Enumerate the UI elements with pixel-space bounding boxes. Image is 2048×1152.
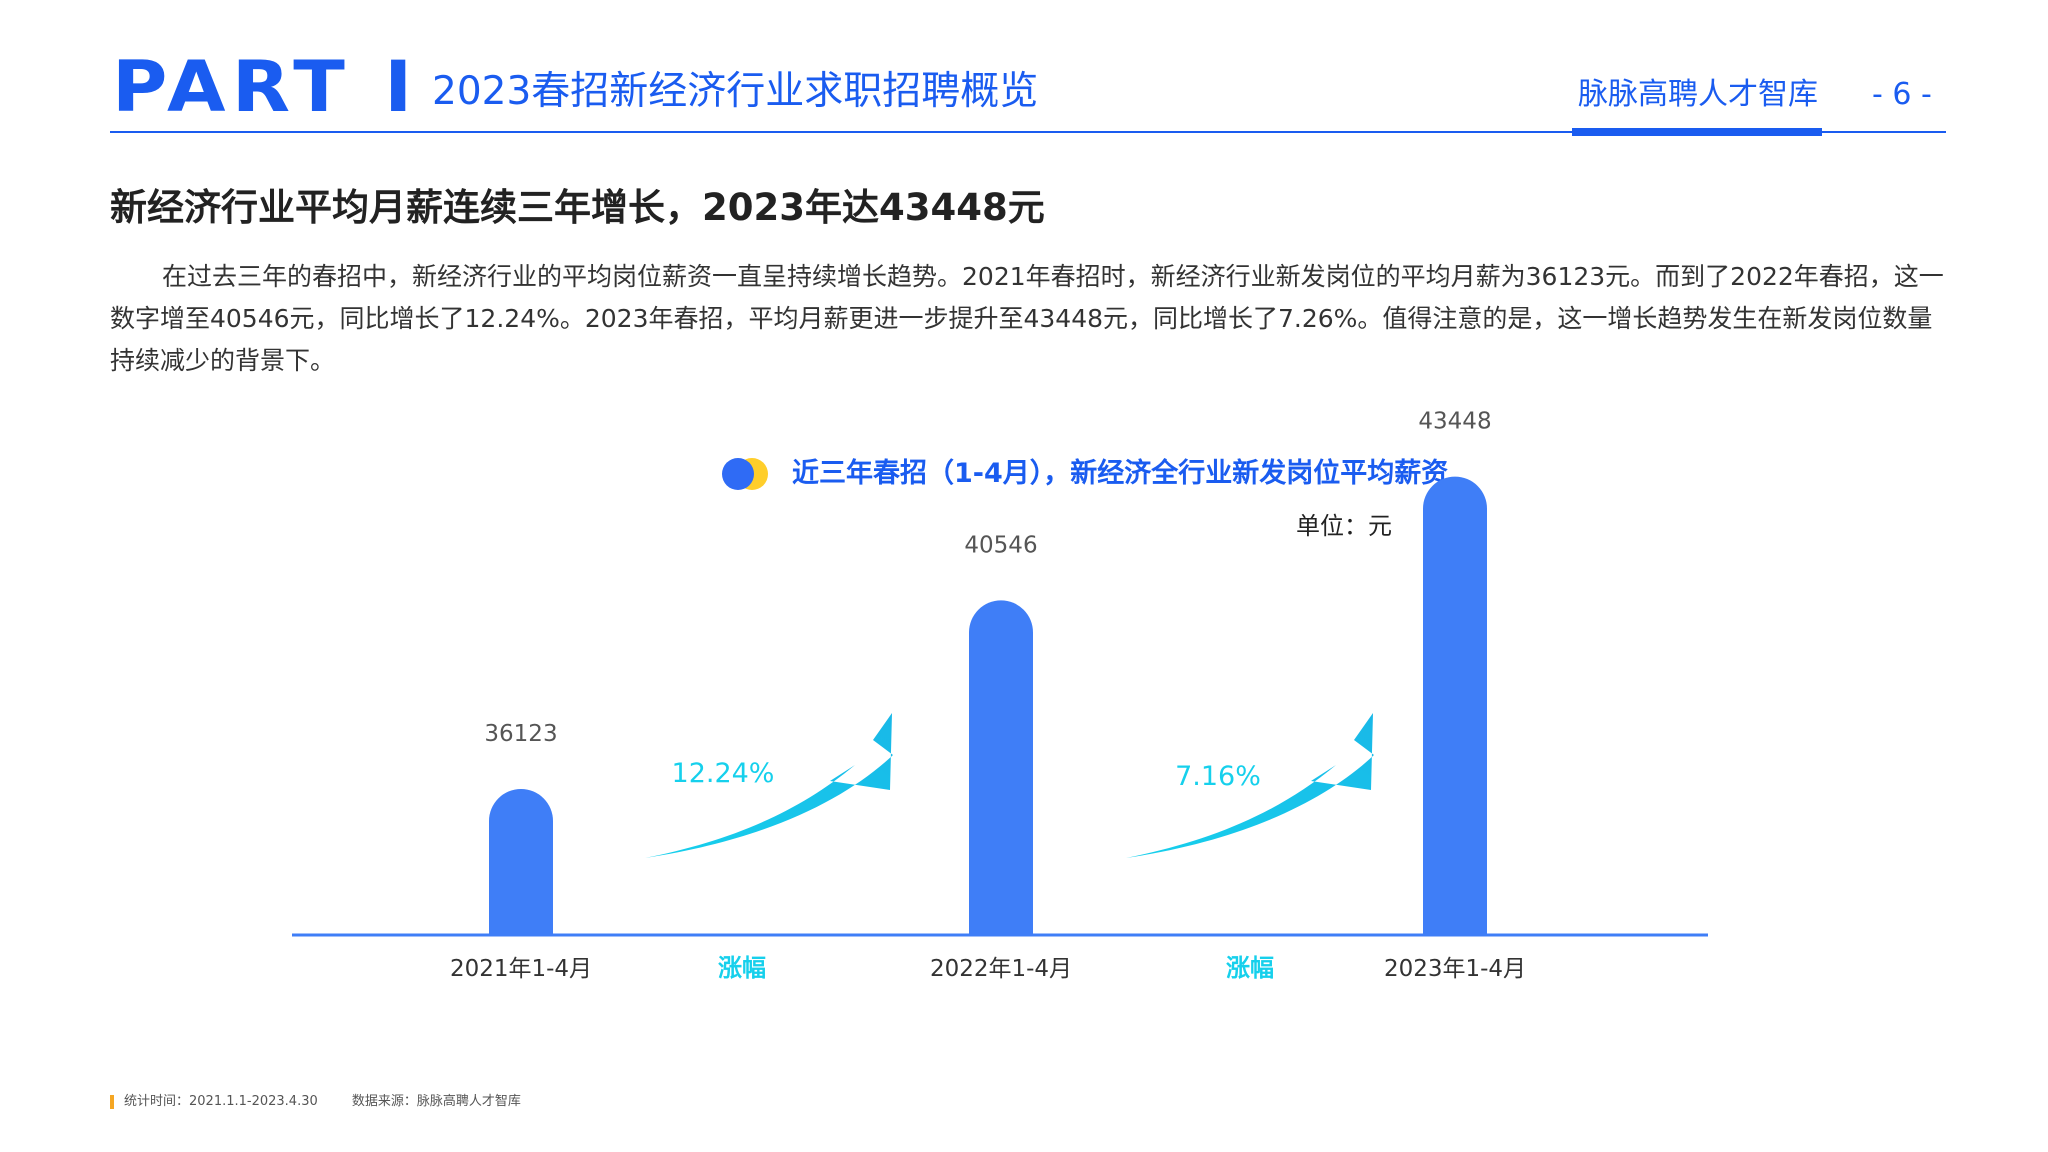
bar-2 — [969, 600, 1033, 935]
bar-value-label-2: 40546 — [964, 532, 1037, 558]
part-label: PART Ⅰ — [112, 46, 419, 128]
brand-name: 脉脉高聘人才智库 — [1578, 77, 1818, 112]
category-label-1: 2021年1-4月 — [450, 956, 592, 982]
footer-source: 数据来源：脉脉高聘人才智库 — [351, 1094, 521, 1109]
page-number: - 6 - — [1872, 77, 1932, 112]
bar-3 — [1423, 476, 1487, 935]
chart-title: 近三年春招（1-4月），新经济全行业新发岗位平均薪资 — [792, 458, 1449, 489]
bar-value-label-1: 36123 — [484, 721, 557, 747]
brand-underline — [1572, 128, 1822, 136]
growth-label-1: 涨幅 — [718, 954, 766, 982]
legend-dots-icon — [722, 458, 772, 492]
intro-paragraph: 在过去三年的春招中，新经济行业的平均岗位薪资一直呈持续增长趋势。2021年春招时… — [110, 262, 1944, 375]
category-label-3: 2023年1-4月 — [1384, 956, 1526, 982]
footer-note: 统计时间：2021.1.1-2023.4.30 数据来源：脉脉高聘人才智库 — [124, 1094, 521, 1111]
growth-arrow-2 — [1126, 713, 1374, 858]
growth-percent-2: 7.16% — [1175, 761, 1261, 792]
page-headline: 新经济行业平均月薪连续三年增长，2023年达43448元 — [110, 186, 1045, 229]
growth-arrow-1 — [645, 713, 893, 858]
header-divider — [110, 131, 1946, 133]
unit-label: 单位：元 — [1296, 512, 1392, 540]
category-label-2: 2022年1-4月 — [930, 956, 1072, 982]
growth-percent-1: 12.24% — [672, 758, 775, 789]
bar-1 — [489, 789, 553, 935]
legend-blue-dot — [722, 458, 754, 490]
section-title: 2023春招新经济行业求职招聘概览 — [432, 69, 1039, 114]
growth-label-2: 涨幅 — [1226, 954, 1274, 982]
footer-period: 统计时间：2021.1.1-2023.4.30 — [124, 1094, 318, 1109]
bar-value-label-3: 43448 — [1418, 409, 1491, 435]
footer-marker — [110, 1095, 114, 1109]
